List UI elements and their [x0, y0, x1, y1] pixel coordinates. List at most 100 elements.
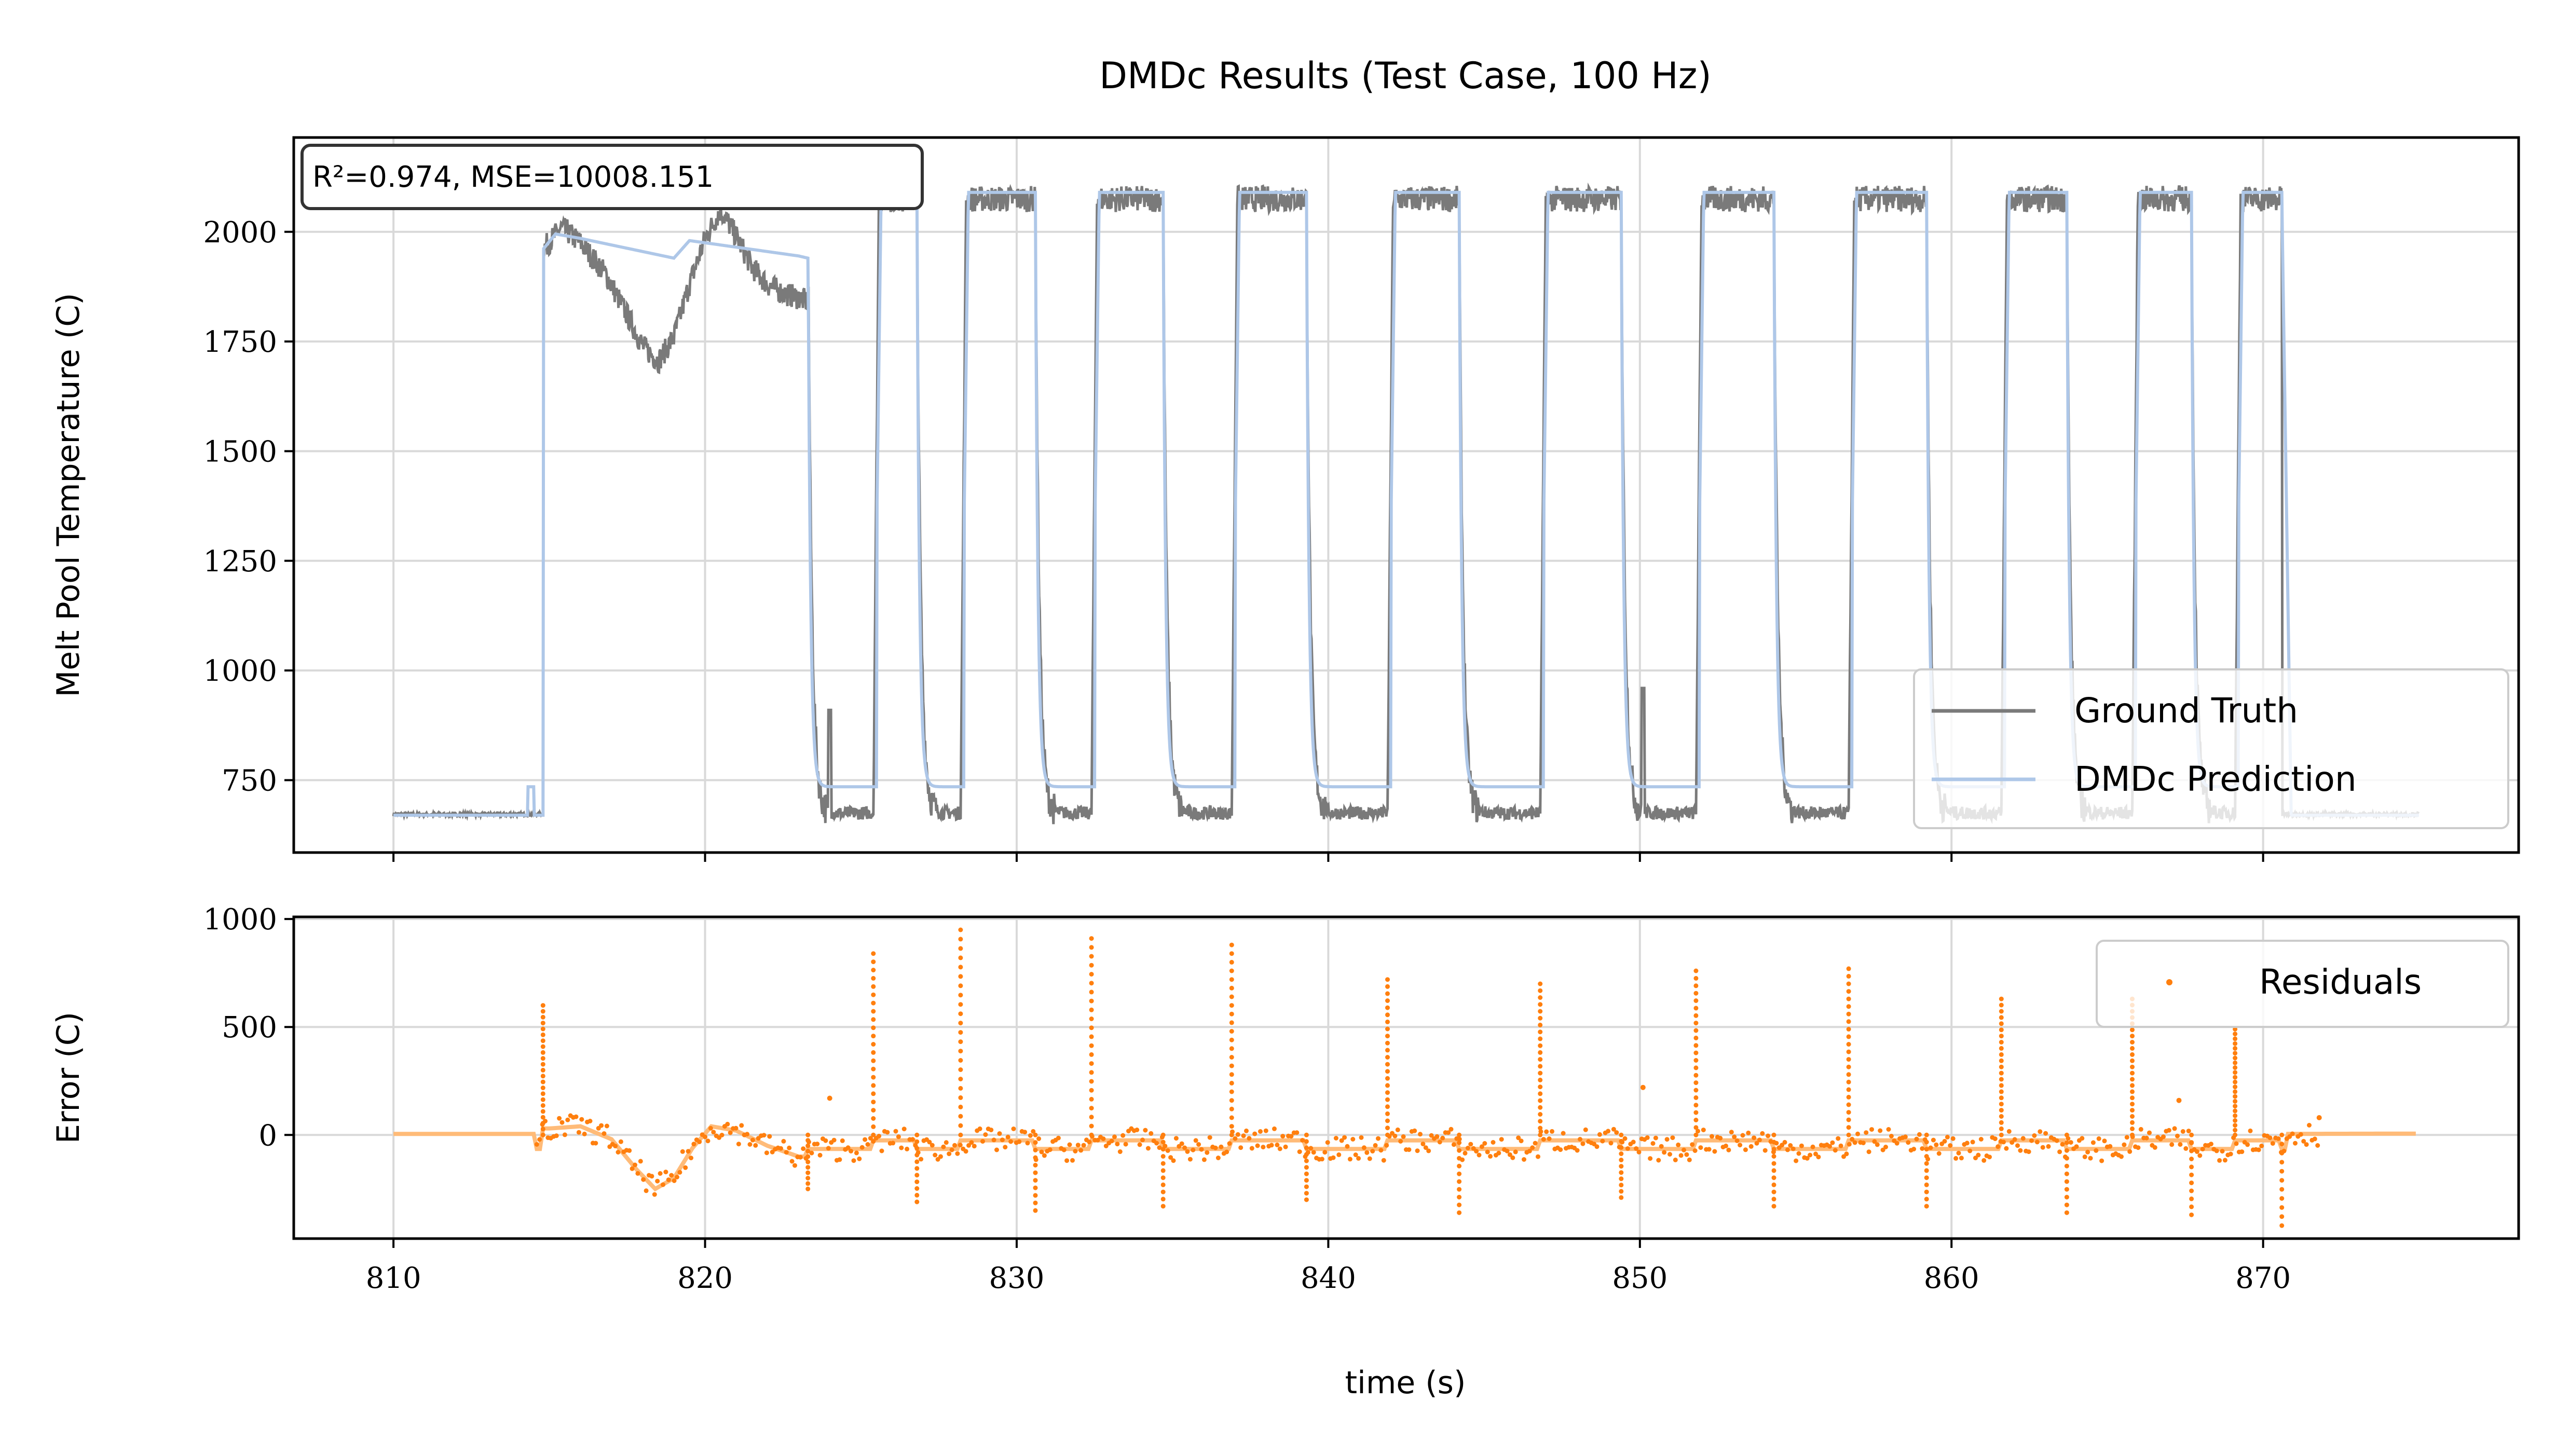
residual-point	[2183, 1146, 2189, 1151]
residual-point	[1109, 1138, 1114, 1144]
residual-point	[857, 1156, 862, 1161]
residual-point	[540, 1050, 545, 1055]
residual-point	[1999, 1027, 2004, 1033]
residual-point	[827, 1095, 832, 1101]
residual-point	[952, 1143, 957, 1148]
residual-point	[2228, 1151, 2233, 1157]
residual-point	[1698, 1145, 1703, 1150]
residual-point	[1185, 1149, 1190, 1154]
residual-point	[1538, 1119, 1543, 1124]
residual-point	[1648, 1156, 1653, 1161]
residual-point	[1160, 1132, 1166, 1137]
residual-point	[540, 1127, 545, 1132]
residual-point	[1089, 1070, 1094, 1075]
residual-point	[1712, 1149, 1717, 1154]
residual-point	[2233, 1132, 2238, 1137]
residual-point	[805, 1149, 811, 1153]
residual-point	[2130, 1034, 2135, 1039]
residual-point	[1182, 1145, 1187, 1150]
residual-point	[1693, 983, 1699, 988]
residual-point	[2080, 1136, 2085, 1141]
residual-point	[540, 1038, 545, 1043]
residual-point	[1322, 1150, 1328, 1155]
residual-point	[540, 1014, 545, 1020]
residual-point	[2026, 1149, 2031, 1155]
residual-point	[871, 1025, 876, 1031]
chart-title: DMDc Results (Test Case, 100 Hz)	[1099, 54, 1712, 97]
residual-point	[1594, 1144, 1600, 1149]
residual-point	[1075, 1143, 1081, 1148]
residual-point	[823, 1138, 828, 1143]
residual-point	[958, 1132, 963, 1137]
residual-point	[871, 984, 876, 989]
residual-point	[1914, 1136, 1919, 1142]
residual-point	[1440, 1135, 1445, 1141]
residual-point	[1160, 1182, 1166, 1187]
residual-point	[792, 1163, 797, 1168]
residual-point	[871, 1075, 876, 1080]
residual-point	[1846, 973, 1851, 979]
residual-point	[1693, 976, 1699, 981]
residual-point	[649, 1174, 654, 1179]
residual-point	[871, 1100, 876, 1105]
residual-point	[1771, 1197, 1776, 1202]
residual-point	[1583, 1127, 1588, 1132]
residual-point	[1903, 1134, 1908, 1139]
residual-point	[969, 1140, 974, 1145]
residual-point	[1924, 1154, 1929, 1159]
residual-point	[1724, 1143, 1728, 1148]
residual-point	[2233, 1113, 2238, 1118]
residual-point	[1538, 1105, 1543, 1110]
residual-point	[2234, 1141, 2239, 1146]
residual-point	[1771, 1204, 1776, 1209]
residual-point	[1693, 1095, 1699, 1100]
residual-point	[1042, 1153, 1047, 1158]
residual-point	[1033, 1193, 1038, 1198]
residual-point	[1275, 1143, 1280, 1147]
residual-points	[534, 927, 2322, 1228]
residual-point	[1160, 1139, 1166, 1145]
residual-point	[1033, 1155, 1038, 1160]
residual-point	[2217, 1158, 2222, 1163]
residual-point	[815, 1142, 820, 1147]
residual-point	[1392, 1133, 1398, 1138]
residual-point	[871, 1017, 876, 1022]
residual-point	[2256, 1147, 2261, 1152]
residual-point	[1796, 1151, 1801, 1156]
residual-point	[1304, 1178, 1309, 1183]
residual-point	[2233, 1075, 2238, 1080]
residual-point	[1304, 1132, 1309, 1137]
residual-point	[1693, 1103, 1699, 1108]
residual-point	[2312, 1136, 2317, 1142]
residual-point	[655, 1178, 660, 1184]
residual-point	[2279, 1223, 2285, 1228]
residual-point	[683, 1165, 688, 1170]
residual-point	[708, 1125, 713, 1131]
residual-point	[697, 1139, 702, 1144]
residual-point	[2130, 1064, 2135, 1069]
residual-point	[1846, 1079, 1851, 1084]
residual-point	[2214, 1148, 2219, 1153]
residual-point	[901, 1127, 907, 1132]
residual-point	[761, 1133, 767, 1138]
residual-point	[871, 951, 876, 956]
residual-point	[1794, 1158, 1799, 1163]
bottom-series	[393, 927, 2416, 1228]
residual-point	[1771, 1189, 1776, 1194]
residual-point	[1771, 1147, 1776, 1152]
residual-point	[958, 1067, 963, 1072]
residual-point	[616, 1150, 621, 1155]
residual-point	[1729, 1130, 1734, 1135]
residual-point	[1457, 1156, 1462, 1161]
residual-point	[1025, 1141, 1030, 1146]
residual-point	[2245, 1142, 2250, 1147]
residual-point	[2090, 1140, 2096, 1145]
residual-point	[2130, 1132, 2135, 1137]
residual-point	[1981, 1158, 1987, 1163]
residual-point	[1070, 1158, 1075, 1163]
residual-point	[1693, 1058, 1699, 1063]
residual-point	[1193, 1138, 1198, 1143]
residual-point	[2189, 1157, 2194, 1161]
residual-point	[1748, 1144, 1754, 1149]
residual-point	[1145, 1146, 1151, 1151]
